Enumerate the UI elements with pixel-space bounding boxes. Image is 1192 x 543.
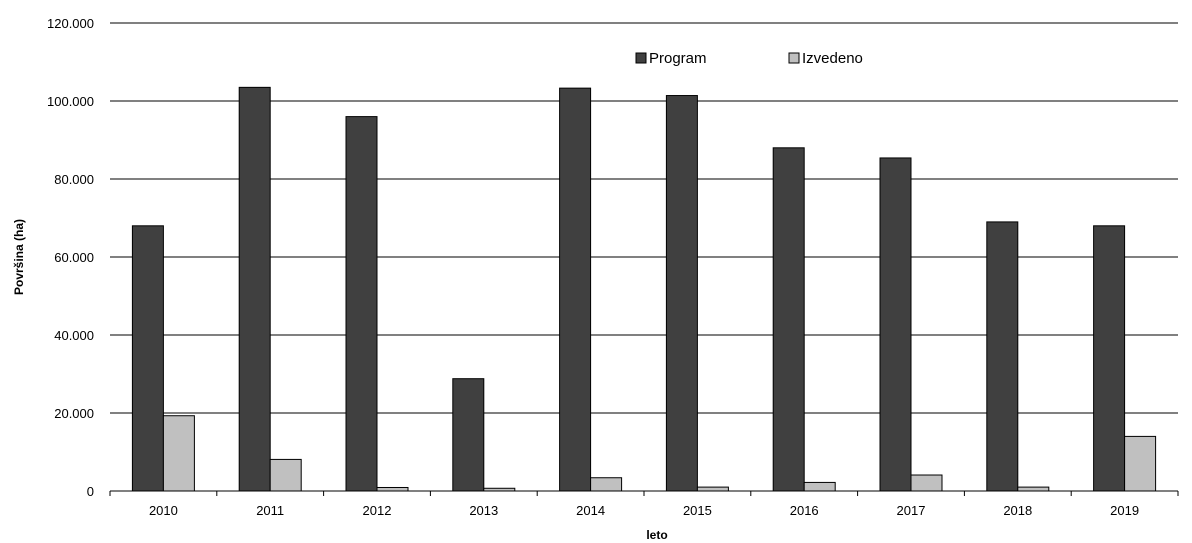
bar-program-2018 <box>986 221 1019 492</box>
legend-label-izvedeno: Izvedeno <box>802 50 863 67</box>
bar-program-2010 <box>131 225 164 492</box>
bar-izvedeno-2014 <box>590 477 623 492</box>
legend-swatch-program <box>635 52 647 64</box>
x-tick-label: 2019 <box>1110 503 1139 518</box>
y-tick-label: 40.000 <box>54 328 94 343</box>
bar-program-2012 <box>345 116 378 492</box>
x-tick-label: 2010 <box>149 503 178 518</box>
x-axis-title: leto <box>646 528 667 542</box>
legend: Program Izvedeno <box>635 50 863 67</box>
bar-izvedeno-2012 <box>376 486 409 492</box>
bar-izvedeno-2015 <box>696 486 729 492</box>
y-axis-title: Površina (ha) <box>12 219 26 295</box>
bars <box>131 86 1157 492</box>
x-tick-label: 2014 <box>576 503 605 518</box>
bar-izvedeno-2017 <box>910 474 943 492</box>
bar-program-2017 <box>879 157 912 492</box>
bar-izvedeno-2019 <box>1124 435 1157 492</box>
x-tick-label: 2015 <box>683 503 712 518</box>
y-tick-label: 20.000 <box>54 406 94 421</box>
y-tick-label: 0 <box>87 484 94 499</box>
axes <box>109 490 1179 496</box>
y-tick-label: 80.000 <box>54 172 94 187</box>
bar-izvedeno-2016 <box>803 481 836 492</box>
y-tick-labels: 0 20.000 40.000 60.000 80.000 100.000 120.000 <box>47 16 94 499</box>
legend-label-program: Program <box>649 50 707 67</box>
bar-program-2014 <box>559 87 592 492</box>
bar-program-2016 <box>772 147 805 492</box>
bar-program-2015 <box>665 95 698 492</box>
bar-izvedeno-2011 <box>269 458 302 492</box>
y-tick-label: 100.000 <box>47 94 94 109</box>
legend-swatch-izvedeno <box>788 52 800 64</box>
x-tick-label: 2018 <box>1003 503 1032 518</box>
x-tick-label: 2011 <box>256 503 284 518</box>
x-tick-label: 2012 <box>363 503 392 518</box>
y-tick-label: 120.000 <box>47 16 94 31</box>
bar-izvedeno-2018 <box>1017 486 1050 492</box>
bar-program-2011 <box>238 86 271 492</box>
bar-program-2019 <box>1093 225 1126 492</box>
y-tick-label: 60.000 <box>54 250 94 265</box>
x-tick-label: 2017 <box>897 503 926 518</box>
x-tick-label: 2016 <box>790 503 819 518</box>
bar-program-2013 <box>452 378 485 492</box>
x-tick-label: 2013 <box>469 503 498 518</box>
bar-izvedeno-2010 <box>162 415 195 492</box>
x-tick-labels: 2010 2011 2012 2013 2014 2015 2016 2017 2018 2019 <box>149 503 1139 518</box>
